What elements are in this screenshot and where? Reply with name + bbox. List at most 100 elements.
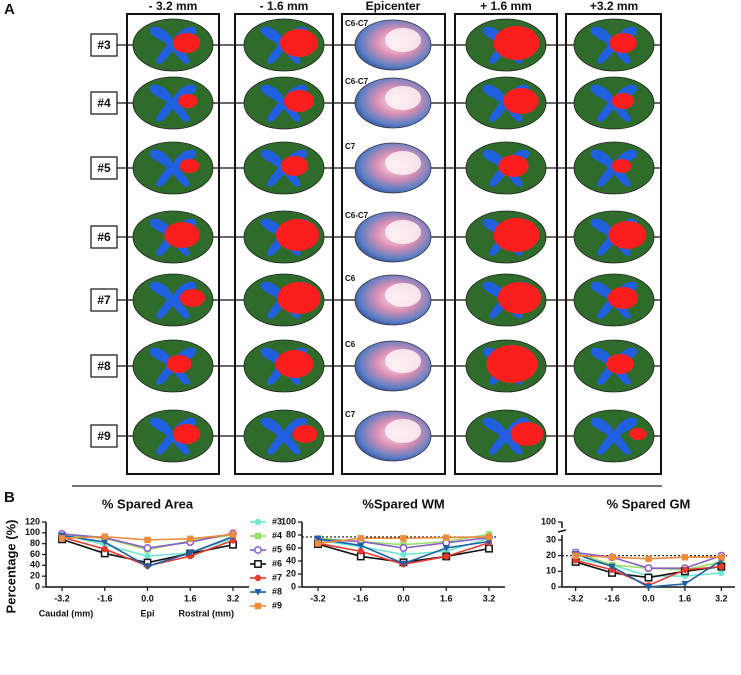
epicenter-lesion xyxy=(385,220,421,244)
y-tick-label: 20 xyxy=(546,550,556,560)
x-tick-label: 3.2 xyxy=(715,593,728,603)
legend-marker xyxy=(254,589,262,596)
chart-title: %Spared WM xyxy=(362,496,444,511)
marker xyxy=(443,534,450,541)
marker xyxy=(681,554,689,561)
y-tick-label: 100 xyxy=(25,527,40,537)
row-label: #5 xyxy=(97,161,111,175)
marker xyxy=(58,535,66,542)
y-tick-label: 20 xyxy=(30,571,40,581)
marker xyxy=(229,531,237,538)
row-label: #6 xyxy=(97,230,111,244)
marker xyxy=(608,554,616,561)
epicenter-level: C7 xyxy=(345,142,356,151)
marker xyxy=(144,552,151,560)
marker xyxy=(143,563,152,571)
epicenter-lesion xyxy=(385,283,421,307)
lesion xyxy=(607,287,639,309)
marker xyxy=(399,544,408,552)
x-tick-label: -1.6 xyxy=(353,593,369,603)
marker xyxy=(400,535,407,542)
epicenter-level: C6-C7 xyxy=(345,211,369,220)
lesion xyxy=(609,33,637,53)
legend-label: #7 xyxy=(272,572,282,582)
marker xyxy=(681,566,689,573)
lesion xyxy=(493,218,540,252)
legend-label: #6 xyxy=(272,558,282,568)
x-tick-label: 3.2 xyxy=(483,593,496,603)
y-tick-label: 40 xyxy=(286,555,296,565)
lesion xyxy=(611,159,632,173)
gray-matter xyxy=(149,84,197,122)
x-tick-label: 0.0 xyxy=(642,593,655,603)
x-tick-label: 3.2 xyxy=(227,593,240,603)
row-label-box xyxy=(90,354,118,378)
lesion xyxy=(606,354,634,374)
y-tick-label: 20 xyxy=(286,568,296,578)
lesion xyxy=(292,425,318,443)
y-tick-label: 100 xyxy=(281,516,296,526)
marker xyxy=(608,563,616,571)
lesion xyxy=(486,345,538,383)
row-label: #9 xyxy=(97,429,111,443)
marker xyxy=(144,536,151,544)
x-annotation: Caudal (mm) xyxy=(39,608,94,618)
gray-matter xyxy=(260,417,308,455)
lesion xyxy=(172,33,201,53)
legend-marker xyxy=(254,546,262,554)
y-tick-label: 30 xyxy=(546,534,556,544)
marker xyxy=(357,542,365,549)
epicenter-level: C7 xyxy=(345,410,356,419)
x-tick-label: -3.2 xyxy=(310,593,326,603)
row-label-box xyxy=(90,33,118,57)
lesion xyxy=(179,159,200,173)
column-header: +3.2 mm xyxy=(590,0,638,13)
column-box xyxy=(565,13,662,475)
lesion xyxy=(608,221,647,249)
y-tick-label: 0 xyxy=(291,581,296,591)
x-annotation: Rostral (mm) xyxy=(178,608,234,618)
x-tick-label: 1.6 xyxy=(440,593,453,603)
legend-label: #9 xyxy=(272,600,282,610)
epicenter-lesion xyxy=(385,86,421,110)
x-tick-label: 1.6 xyxy=(184,593,197,603)
gray-matter xyxy=(149,281,197,319)
marker xyxy=(485,533,493,541)
axis-break xyxy=(557,529,567,533)
marker xyxy=(443,553,450,560)
row-label: #4 xyxy=(97,96,111,110)
marker xyxy=(357,535,364,542)
lesion xyxy=(280,156,309,176)
lesion xyxy=(277,282,321,314)
y-tick-label: 0 xyxy=(35,581,40,591)
marker xyxy=(357,548,364,555)
marker xyxy=(101,539,109,546)
legend-marker xyxy=(254,574,262,582)
marker xyxy=(314,540,322,547)
y-tick-label: 80 xyxy=(286,529,296,539)
marker xyxy=(229,537,237,544)
column-box xyxy=(234,13,334,475)
x-tick-label: -3.2 xyxy=(54,593,70,603)
legend-label: #3 xyxy=(272,516,282,526)
x-tick-label: -3.2 xyxy=(568,593,584,603)
legend-marker xyxy=(254,518,262,526)
row-label-box xyxy=(90,288,118,312)
y-tick-label: 0 xyxy=(551,581,556,591)
y-tick-label: 60 xyxy=(30,549,40,559)
marker xyxy=(718,554,725,561)
lesion xyxy=(629,428,647,440)
x-tick-label: 0.0 xyxy=(397,593,410,603)
column-header: + 1.6 mm xyxy=(480,0,532,13)
y-tick-label: 60 xyxy=(286,542,296,552)
legend-label: #4 xyxy=(272,530,282,540)
marker xyxy=(442,545,450,552)
lesion xyxy=(164,222,200,248)
row-label-box xyxy=(90,424,118,448)
column-box xyxy=(126,13,220,475)
row-label-box xyxy=(90,156,118,180)
lesion xyxy=(275,219,320,251)
marker xyxy=(485,544,493,553)
legend-label: #8 xyxy=(272,586,282,596)
y-tick-label: 100 xyxy=(541,516,556,526)
